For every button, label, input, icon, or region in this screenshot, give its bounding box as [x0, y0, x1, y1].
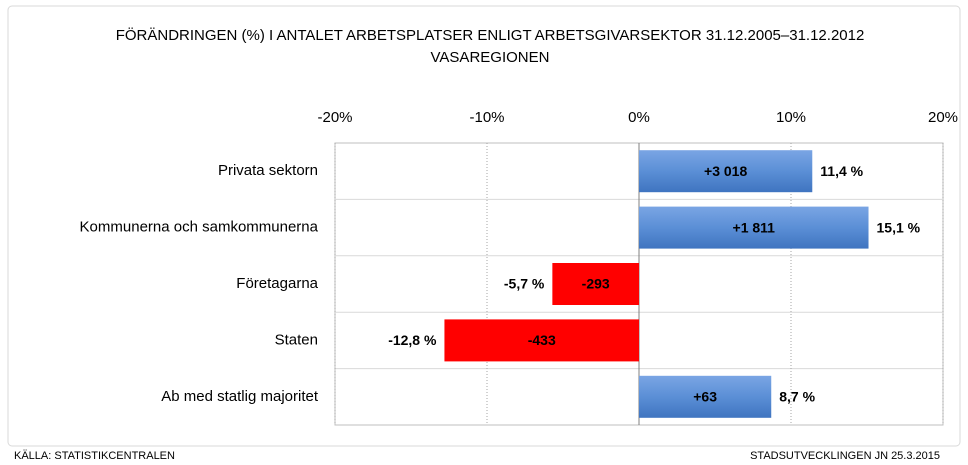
bar — [552, 263, 639, 305]
count-label: -293 — [582, 276, 610, 292]
count-label: +1 811 — [733, 219, 776, 235]
bar — [639, 206, 869, 249]
value-label: -5,7 % — [504, 276, 545, 292]
x-tick-label: 0% — [628, 109, 650, 126]
credit: STADSUTVECKLINGEN JN 25.3.2015 — [750, 450, 940, 462]
x-tick-label: 10% — [776, 109, 806, 126]
value-label: 15,1 % — [877, 219, 921, 235]
source: KÄLLA: STATISTIKCENTRALEN — [14, 450, 175, 462]
x-tick-label: -20% — [317, 109, 352, 126]
x-tick-label: 20% — [928, 109, 958, 126]
value-label: 11,4 % — [820, 163, 863, 179]
value-label: -12,8 % — [388, 332, 437, 348]
chart-subtitle: VASAREGIONEN — [431, 49, 550, 66]
bar — [444, 319, 639, 362]
bar — [639, 150, 813, 193]
y-tick-label: Företagarna — [236, 275, 318, 292]
y-tick-label: Kommunerna och samkommunerna — [80, 219, 319, 236]
bar — [639, 375, 772, 418]
count-label: +3 018 — [704, 163, 747, 179]
y-tick-label: Privata sektorn — [218, 162, 318, 179]
count-label: -433 — [528, 332, 556, 348]
y-tick-label: Ab med statlig majoritet — [161, 388, 319, 405]
y-tick-label: Staten — [275, 331, 318, 348]
value-label: 8,7 % — [779, 389, 815, 405]
x-tick-label: -10% — [469, 109, 504, 126]
chart-title: FÖRÄNDRINGEN (%) I ANTALET ARBETSPLATSER… — [116, 26, 865, 44]
count-label: +63 — [693, 389, 717, 405]
